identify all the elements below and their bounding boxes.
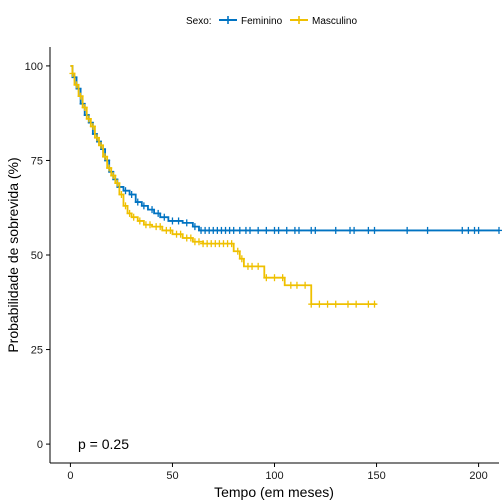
censor-mark-feminino	[169, 217, 176, 225]
censor-mark-feminino	[312, 226, 319, 234]
censor-mark-feminino	[263, 226, 270, 234]
censor-mark-masculino	[126, 209, 133, 217]
series-line-feminino	[70, 65, 499, 232]
censor-mark-feminino	[122, 187, 129, 195]
censor-mark-masculino	[344, 300, 351, 308]
censor-mark-feminino	[275, 226, 282, 234]
censor-mark-masculino	[110, 172, 117, 180]
censor-mark-masculino	[77, 92, 84, 100]
censor-mark-masculino	[89, 122, 96, 130]
censor-mark-feminino	[404, 226, 411, 234]
censor-mark-feminino	[459, 226, 466, 234]
censor-mark-feminino	[183, 219, 190, 227]
censor-mark-feminino	[140, 202, 147, 210]
censor-mark-masculino	[106, 164, 113, 172]
censor-mark-masculino	[102, 153, 109, 161]
legend-key-feminino	[219, 16, 237, 24]
x-tick-label: 200	[469, 470, 487, 482]
censor-mark-feminino	[295, 226, 302, 234]
censor-mark-masculino	[118, 190, 125, 198]
censor-mark-masculino	[93, 134, 100, 142]
legend-title: Sexo:	[186, 16, 212, 27]
censor-mark-masculino	[147, 221, 154, 229]
censor-mark-feminino	[134, 198, 141, 206]
x-tick-label: 150	[367, 470, 385, 482]
censor-mark-feminino	[351, 226, 358, 234]
censor-mark-masculino	[114, 179, 121, 187]
y-tick-label: 100	[25, 61, 43, 73]
censor-mark-masculino	[167, 226, 174, 234]
y-tick-label: 75	[31, 155, 43, 167]
censor-mark-feminino	[155, 209, 162, 217]
censor-mark-masculino	[271, 274, 278, 282]
censor-mark-masculino	[287, 281, 294, 289]
legend: Sexo: Feminino Masculino	[186, 16, 357, 27]
y-tick-label: 50	[31, 250, 43, 262]
censor-mark-masculino	[302, 281, 309, 289]
censor-mark-masculino	[98, 141, 105, 149]
censor-mark-feminino	[283, 226, 290, 234]
censor-mark-feminino	[247, 226, 254, 234]
censor-mark-masculino	[73, 81, 80, 89]
censor-mark-feminino	[496, 226, 502, 234]
censor-mark-masculino	[177, 230, 184, 238]
censor-mark-feminino	[236, 226, 243, 234]
censor-mark-feminino	[424, 226, 431, 234]
censor-mark-masculino	[353, 300, 360, 308]
censor-mark-feminino	[230, 226, 237, 234]
censor-mark-feminino	[191, 223, 198, 231]
censor-mark-masculino	[332, 300, 339, 308]
censor-mark-masculino	[69, 69, 76, 77]
censor-mark-masculino	[122, 202, 129, 210]
censor-mark-masculino	[136, 217, 143, 225]
series-layer	[69, 65, 502, 308]
censor-mark-masculino	[238, 255, 245, 263]
censor-mark-masculino	[234, 247, 241, 255]
censor-mark-masculino	[316, 300, 323, 308]
censor-mark-masculino	[130, 213, 137, 221]
censor-mark-feminino	[365, 226, 372, 234]
censor-mark-masculino	[293, 281, 300, 289]
censor-mark-feminino	[161, 213, 168, 221]
x-ticks: 0 50 100 150 200	[67, 463, 488, 482]
y-axis-title: Probabilidade de sobrevida (%)	[5, 157, 21, 352]
censor-mark-masculino	[187, 234, 194, 242]
censor-mark-masculino	[365, 300, 372, 308]
y-ticks: 0 25 50 75 100	[25, 61, 50, 451]
censor-mark-masculino	[195, 238, 202, 246]
x-tick-label: 100	[265, 470, 283, 482]
censor-mark-masculino	[249, 262, 256, 270]
y-tick-label: 0	[37, 439, 43, 451]
censor-mark-feminino	[332, 226, 339, 234]
y-tick-label: 25	[31, 345, 43, 357]
censor-mark-masculino	[157, 223, 164, 231]
censor-mark-masculino	[308, 300, 315, 308]
legend-key-masculino	[290, 16, 308, 24]
censor-mark-masculino	[228, 240, 235, 248]
censor-mark-masculino	[324, 300, 331, 308]
censor-mark-feminino	[255, 226, 262, 234]
censor-mark-masculino	[85, 115, 92, 123]
x-axis-title: Tempo (em meses)	[214, 484, 334, 500]
censor-mark-masculino	[81, 104, 88, 112]
x-tick-label: 0	[67, 470, 73, 482]
x-tick-label: 50	[166, 470, 178, 482]
censor-mark-feminino	[128, 190, 135, 198]
censor-mark-feminino	[149, 206, 156, 214]
legend-label-masculino: Masculino	[312, 16, 357, 27]
p-value-annotation: p = 0.25	[78, 436, 129, 452]
censor-mark-feminino	[175, 217, 182, 225]
censor-mark-masculino	[371, 300, 378, 308]
censor-mark-masculino	[263, 274, 270, 282]
censor-mark-masculino	[279, 274, 286, 282]
censor-mark-feminino	[371, 226, 378, 234]
censor-mark-feminino	[465, 226, 472, 234]
series-line-masculino	[70, 65, 377, 306]
censor-mark-masculino	[255, 262, 262, 270]
censor-mark-feminino	[475, 226, 482, 234]
legend-label-feminino: Feminino	[241, 16, 283, 27]
